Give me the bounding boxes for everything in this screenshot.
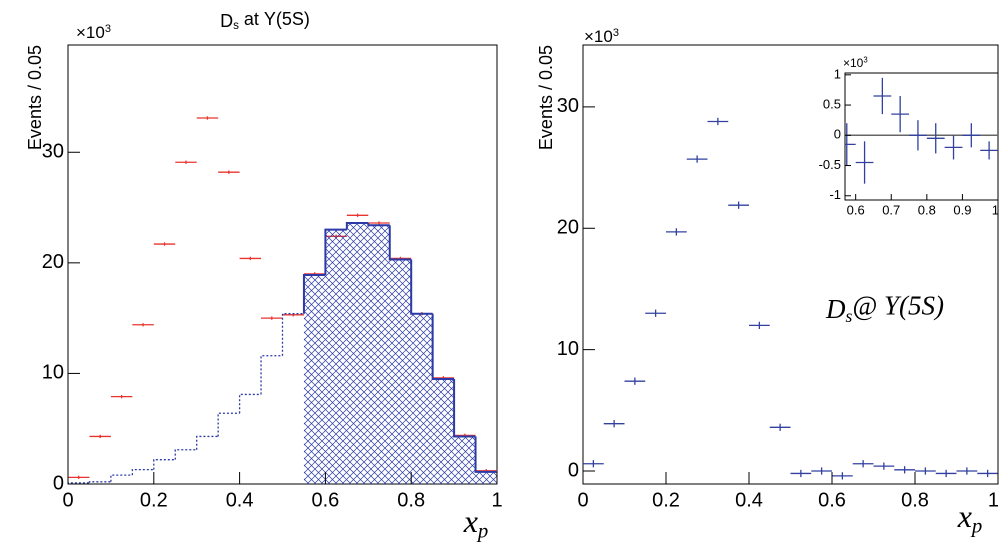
histogram-step bbox=[453, 378, 476, 438]
axis-multiplier-part: 3 bbox=[105, 23, 111, 35]
hatched-bin bbox=[454, 436, 476, 484]
plot-area bbox=[68, 116, 497, 484]
hatched-bin bbox=[475, 471, 497, 484]
axis-multiplier-part: 3 bbox=[613, 27, 619, 39]
x-axis-label-part: p bbox=[476, 519, 488, 542]
chart-title-part: D bbox=[220, 11, 233, 31]
hatched-bin bbox=[432, 378, 455, 484]
y-tick-label: 0 bbox=[834, 127, 841, 142]
x-tick-label: 0.8 bbox=[901, 489, 929, 511]
hatched-bin bbox=[325, 229, 347, 484]
x-tick-label: 1 bbox=[988, 489, 999, 511]
y-tick-label: 0 bbox=[53, 472, 64, 494]
x-tick-label: 1 bbox=[491, 489, 502, 511]
hatched-bin bbox=[368, 225, 390, 484]
annotation: Ds@ Υ(5S) bbox=[825, 291, 944, 326]
y-tick-label: 10 bbox=[42, 362, 64, 384]
y-axis-label: Events / 0.05 bbox=[536, 45, 556, 150]
histogram-step bbox=[131, 468, 154, 476]
histogram-step bbox=[153, 459, 176, 470]
hatched-bin bbox=[346, 223, 369, 484]
plot-area bbox=[583, 117, 998, 480]
histogram-step bbox=[388, 225, 412, 261]
histogram-step bbox=[196, 435, 219, 450]
chart-title-part: s bbox=[233, 19, 239, 32]
histogram-step bbox=[260, 355, 283, 395]
x-tick-label: 0.6 bbox=[818, 489, 846, 511]
chart-title: Ds at Υ(5S) bbox=[220, 9, 310, 33]
x-tick-label: 0.2 bbox=[652, 489, 680, 511]
histogram-step bbox=[217, 412, 240, 437]
axis-multiplier: ×103 bbox=[843, 56, 868, 71]
x-tick-label: 0.8 bbox=[397, 489, 425, 511]
x-tick-label: 0.4 bbox=[226, 489, 254, 511]
histogram-step bbox=[410, 259, 433, 315]
histogram-step bbox=[324, 228, 347, 276]
histogram-step bbox=[302, 274, 326, 314]
axis-multiplier-part: ×10 bbox=[584, 27, 613, 46]
y-tick-label: 30 bbox=[557, 95, 579, 117]
y-tick-label: 20 bbox=[557, 217, 579, 239]
x-tick-label: 0.9 bbox=[953, 202, 971, 217]
hatched-bin bbox=[389, 259, 412, 484]
histogram-step bbox=[431, 313, 455, 380]
y-tick-label: 0 bbox=[568, 459, 579, 481]
y-tick-label: 1 bbox=[834, 66, 841, 81]
annotation-part: D bbox=[825, 294, 846, 324]
x-axis-label: xp bbox=[463, 503, 489, 542]
x-tick-label: 0.6 bbox=[847, 202, 865, 217]
x-axis-label-part: p bbox=[970, 514, 982, 537]
y-tick-label: 20 bbox=[42, 251, 64, 273]
axis-multiplier-part: ×10 bbox=[843, 56, 864, 70]
y-tick-label: 30 bbox=[42, 141, 64, 163]
histogram-step bbox=[110, 474, 133, 482]
y-tick-label: 10 bbox=[557, 338, 579, 360]
histogram-step bbox=[88, 481, 111, 483]
histogram-step bbox=[474, 436, 497, 473]
x-tick-label: 0 bbox=[62, 489, 73, 511]
x-tick-label: 1 bbox=[992, 202, 999, 217]
histogram-step bbox=[367, 223, 390, 227]
x-tick-label: 0.2 bbox=[140, 489, 168, 511]
axis-multiplier: ×103 bbox=[584, 27, 619, 47]
x-tick-label: 0.7 bbox=[882, 202, 900, 217]
axis-multiplier-part: 3 bbox=[863, 56, 867, 65]
chart-title-part: at Υ(5S) bbox=[239, 9, 310, 29]
x-axis-label: xp bbox=[957, 498, 983, 537]
histogram-step bbox=[345, 222, 369, 230]
annotation-part: s bbox=[846, 306, 853, 326]
x-tick-label: 0.6 bbox=[311, 489, 339, 511]
plot-frame bbox=[844, 72, 999, 201]
histogram-step bbox=[238, 393, 262, 414]
x-tick-label: 0 bbox=[577, 489, 588, 511]
axis-multiplier-part: ×10 bbox=[76, 23, 105, 42]
x-tick-label: 0.4 bbox=[735, 489, 763, 511]
plot-area bbox=[845, 77, 998, 184]
hatched-bin bbox=[411, 313, 433, 484]
y-tick-label: 0.5 bbox=[823, 96, 841, 111]
x-axis-label-part: x bbox=[463, 503, 478, 539]
x-tick-label: 0.8 bbox=[918, 202, 936, 217]
histogram-step bbox=[174, 449, 197, 460]
hatched-bin bbox=[303, 275, 326, 484]
x-axis-label-part: x bbox=[957, 498, 972, 534]
y-tick-label: -0.5 bbox=[819, 157, 841, 172]
annotation-part: @ Υ(5S) bbox=[852, 291, 944, 321]
axis-multiplier: ×103 bbox=[76, 23, 111, 43]
y-tick-label: -1 bbox=[829, 187, 841, 202]
y-axis-label: Events / 0.05 bbox=[25, 45, 45, 150]
histogram-step bbox=[281, 313, 304, 356]
